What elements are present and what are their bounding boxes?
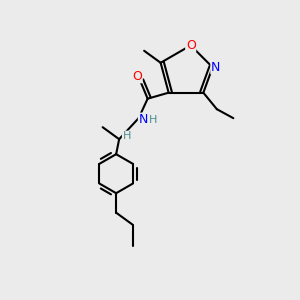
Text: H: H xyxy=(149,115,157,125)
Text: N: N xyxy=(211,61,220,74)
Text: H: H xyxy=(122,131,131,141)
Text: N: N xyxy=(139,113,148,126)
Text: O: O xyxy=(132,70,142,83)
Text: O: O xyxy=(186,39,196,52)
